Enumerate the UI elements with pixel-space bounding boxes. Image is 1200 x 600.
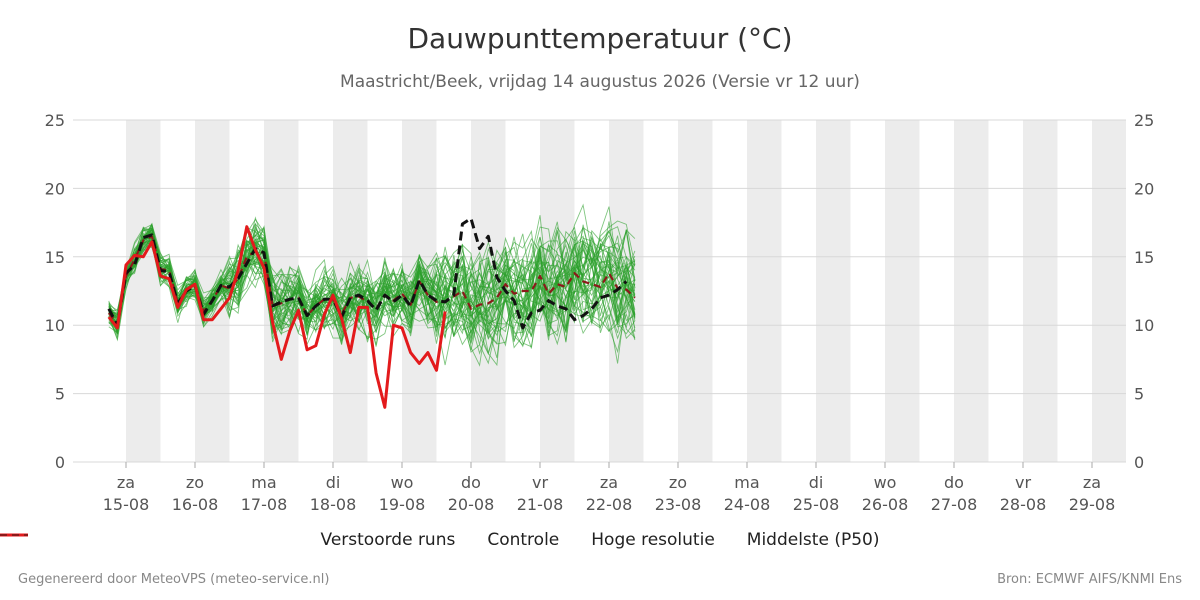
day-band: [678, 120, 713, 462]
x-tick-date: 17-08: [241, 495, 288, 514]
ensemble-member-line: [108, 237, 636, 355]
x-tick-date: 26-08: [862, 495, 909, 514]
x-tick-day: do: [944, 473, 964, 492]
chart-title: Dauwpunttemperatuur (°C): [407, 22, 793, 55]
x-tick-day: vr: [532, 473, 548, 492]
day-band: [885, 120, 920, 462]
x-tick-day: za: [1083, 473, 1101, 492]
x-tick-date: 29-08: [1069, 495, 1116, 514]
x-tick-date: 28-08: [1000, 495, 1047, 514]
x-tick-date: 22-08: [586, 495, 633, 514]
day-band: [816, 120, 851, 462]
y-tick-label-right: 25: [1134, 111, 1154, 130]
x-tick-day: za: [117, 473, 135, 492]
x-tick-date: 18-08: [310, 495, 357, 514]
legend-swatch-p50: [0, 534, 28, 536]
legend-label-p50: Middelste (P50): [746, 530, 880, 550]
x-tick-day: do: [461, 473, 481, 492]
x-tick-date: 27-08: [931, 495, 978, 514]
y-tick-label-left: 5: [55, 385, 65, 404]
series-line-hoge-resolutie: [107, 225, 447, 409]
y-tick-label-left: 15: [45, 248, 65, 267]
y-tick-label-right: 5: [1134, 385, 1144, 404]
footer-generator: Gegenereerd door MeteoVPS (meteo-service…: [18, 572, 330, 587]
y-tick-label-left: 10: [45, 316, 65, 335]
day-band: [747, 120, 782, 462]
chart-subtitle: Maastricht/Beek, vrijdag 14 augustus 202…: [340, 72, 860, 92]
y-tick-label-right: 0: [1134, 453, 1144, 472]
legend-item-hoge-resolutie: Hoge resolutie: [0, 530, 715, 550]
x-tick-date: 19-08: [379, 495, 426, 514]
legend-item-ensemble: Verstoorde runs: [0, 530, 456, 550]
legend-item-p50: Middelste (P50): [0, 530, 880, 550]
x-tick-date: 25-08: [793, 495, 840, 514]
x-tick-day: wo: [391, 473, 414, 492]
x-tick-date: 20-08: [448, 495, 495, 514]
y-tick-label-right: 15: [1134, 248, 1154, 267]
x-tick-day: di: [809, 473, 824, 492]
x-tick-day: za: [600, 473, 618, 492]
y-tick-label-left: 0: [55, 453, 65, 472]
x-tick-date: 15-08: [103, 495, 150, 514]
y-tick-label-left: 20: [45, 179, 65, 198]
chart-legend: Verstoorde runs Controle Hoge resolutie …: [0, 530, 1200, 550]
day-band: [1092, 120, 1126, 462]
x-tick-day: ma: [251, 473, 276, 492]
x-tick-day: zo: [669, 473, 687, 492]
day-band: [954, 120, 989, 462]
x-tick-date: 24-08: [724, 495, 771, 514]
legend-item-controle: Controle: [0, 530, 560, 550]
y-tick-label-right: 10: [1134, 316, 1154, 335]
legend-label-ensemble: Verstoorde runs: [320, 530, 456, 550]
x-tick-day: vr: [1015, 473, 1031, 492]
legend-label-hoge-resolutie: Hoge resolutie: [591, 530, 715, 550]
day-band: [1023, 120, 1058, 462]
x-tick-date: 23-08: [655, 495, 702, 514]
x-tick-date: 16-08: [172, 495, 219, 514]
x-tick-day: wo: [874, 473, 897, 492]
y-tick-label-left: 25: [45, 111, 65, 130]
y-tick-label-right: 20: [1134, 179, 1154, 198]
x-tick-date: 21-08: [517, 495, 564, 514]
x-tick-day: di: [326, 473, 341, 492]
day-band: [126, 120, 161, 462]
x-tick-day: zo: [186, 473, 204, 492]
x-tick-day: ma: [734, 473, 759, 492]
legend-label-controle: Controle: [487, 530, 560, 550]
footer-source: Bron: ECMWF AIFS/KNMI Ens: [997, 572, 1182, 587]
